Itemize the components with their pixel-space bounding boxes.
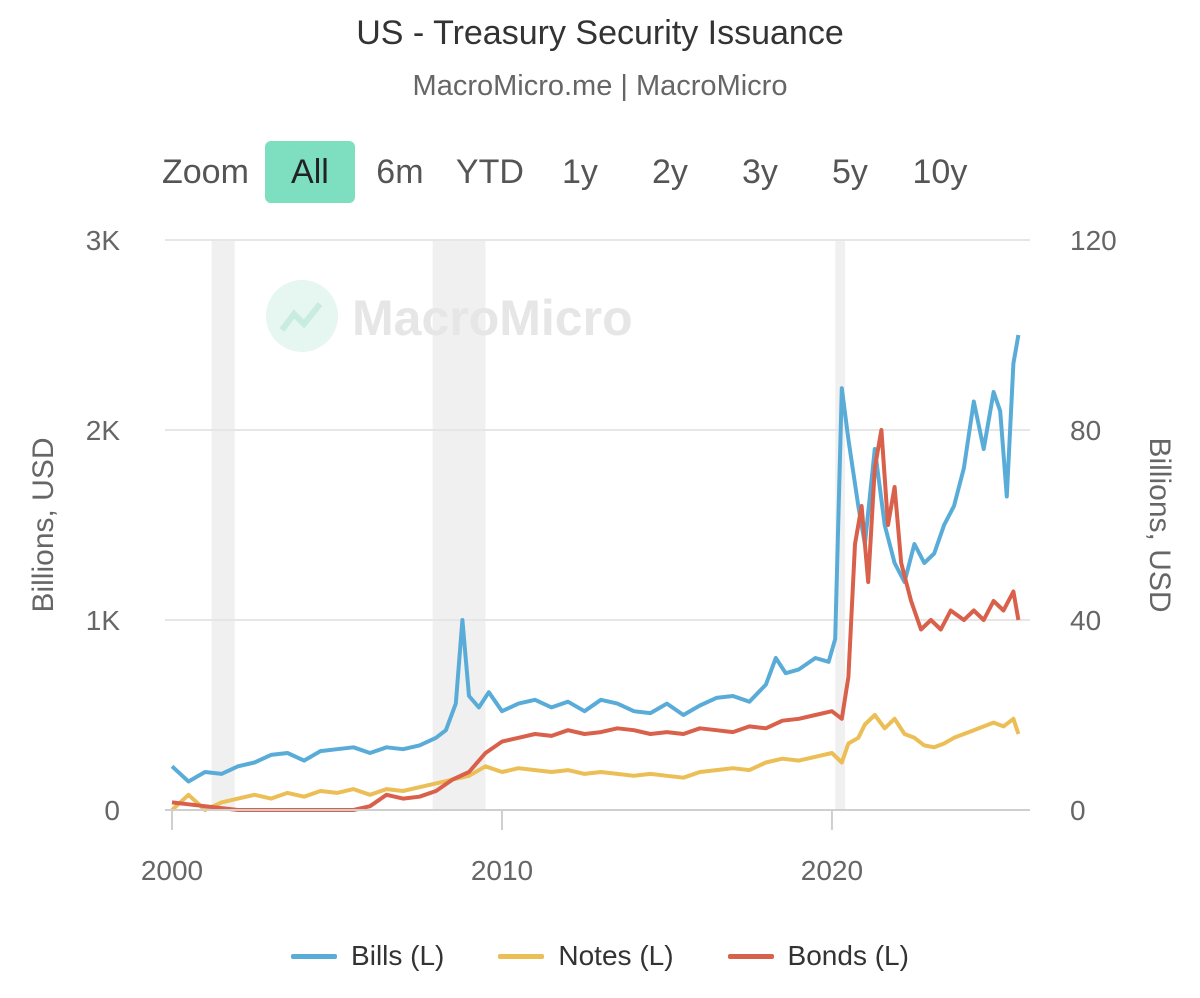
zoom-bar: Zoom All 6m YTD 1y 2y 3y 5y 10y — [162, 141, 985, 203]
recession-band-0 — [211, 240, 235, 810]
chart-title: US - Treasury Security Issuance — [356, 14, 844, 52]
y-tick-label-right: 120 — [1070, 225, 1117, 256]
chart-subtitle: MacroMicro.me | MacroMicro — [412, 70, 788, 102]
zoom-button-10y[interactable]: 10y — [912, 153, 968, 191]
legend-label-bills: Bills (L) — [351, 940, 445, 971]
legend-swatch-bonds — [727, 953, 774, 959]
zoom-button-2y[interactable]: 2y — [651, 153, 688, 191]
legend-label-notes: Notes (L) — [558, 940, 674, 971]
macromicro-logo-icon — [266, 280, 338, 352]
zoom-button-1y[interactable]: 1y — [561, 153, 598, 191]
legend: Bills (L) Notes (L) Bonds (L) — [0, 940, 1200, 972]
watermark: MacroMicro — [266, 280, 633, 352]
zoom-button-all[interactable]: All — [264, 141, 355, 203]
series-line-bills — [170, 334, 1021, 784]
recession-band-1 — [432, 240, 486, 810]
legend-swatch-notes — [498, 953, 545, 959]
legend-swatch-bills — [291, 953, 338, 959]
x-tick-label: 2000 — [141, 855, 203, 886]
y-tick-label-right: 40 — [1070, 605, 1101, 636]
watermark-text: MacroMicro — [352, 290, 633, 346]
zoom-label: Zoom — [162, 152, 249, 191]
grid-lines — [165, 239, 1030, 621]
y-tick-label-left: 3K — [86, 225, 121, 256]
zoom-button-5y[interactable]: 5y — [831, 153, 868, 191]
y-tick-label-right: 80 — [1070, 415, 1101, 446]
y-axis-title-right: Billions, USD — [1143, 437, 1176, 612]
y-tick-label-left: 2K — [86, 415, 121, 446]
chart-plot: MacroMicro 0 1K 2K 3K 0 40 80 120 2000 2010 2020 B… — [27, 225, 1176, 886]
series-lines — [170, 334, 1021, 812]
legend-item-bills[interactable]: Bills (L) — [291, 940, 444, 972]
legend-label-bonds: Bonds (L) — [787, 940, 909, 971]
axes: 0 1K 2K 3K 0 40 80 120 2000 2010 2020 — [86, 225, 1117, 886]
y-axis-title-left: Billions, USD — [27, 437, 60, 612]
y-tick-label-right: 0 — [1070, 795, 1086, 826]
x-tick-label: 2020 — [801, 855, 863, 886]
y-tick-label-left: 0 — [104, 795, 120, 826]
series-line-notes — [170, 713, 1021, 812]
zoom-button-ytd[interactable]: YTD — [455, 153, 524, 191]
x-tick-label: 2010 — [471, 855, 533, 886]
y-tick-label-left: 1K — [86, 605, 121, 636]
zoom-button-6m[interactable]: 6m — [376, 153, 424, 191]
legend-item-notes[interactable]: Notes (L) — [498, 940, 674, 972]
zoom-button-3y[interactable]: 3y — [741, 153, 778, 191]
legend-item-bonds[interactable]: Bonds (L) — [727, 940, 909, 972]
watermark-trend-mark — [279, 302, 323, 332]
